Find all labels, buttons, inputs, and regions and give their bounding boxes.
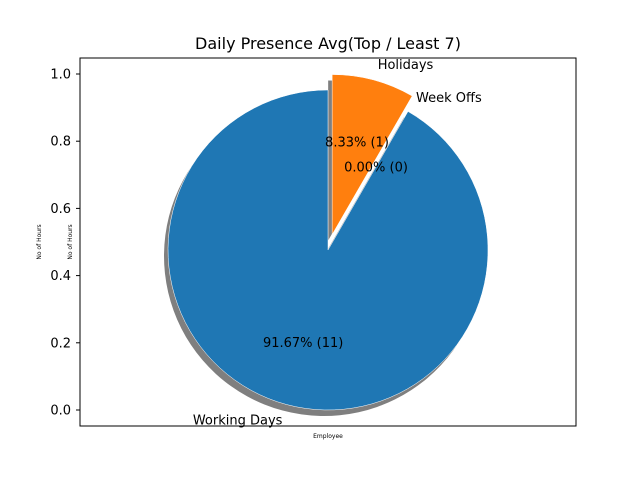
y-tick-label: 0.2 [50, 336, 71, 351]
plot-frame [79, 57, 577, 427]
y-tick-label: 0.6 [50, 202, 71, 217]
pie-category-label: Holidays [378, 58, 434, 73]
pie-slice-working-days [167, 89, 489, 411]
chart-title: Daily Presence Avg(Top / Least 7) [195, 34, 461, 53]
x-axis-label: Employee [313, 433, 343, 440]
y-tick-label: 0.4 [50, 269, 71, 284]
y-tick-label: 0.8 [50, 135, 71, 150]
pie-category-label: Week Offs [416, 91, 482, 106]
pie-percent-label: 91.67% (11) [263, 336, 343, 351]
y-tick-label: 0.0 [50, 404, 71, 419]
pie-slice-holidays [331, 74, 413, 236]
y-tick-label: 1.0 [50, 68, 71, 83]
pie-percent-label: 8.33% (1) [325, 135, 389, 150]
pie-percent-label: 0.00% (0) [344, 160, 408, 175]
y-axis-label: No of Hours [36, 224, 43, 259]
y-axis-label-secondary: No of Hours [67, 224, 74, 259]
pie-labels: Working Days 91.67% (11) Week Offs 0.00% (0… [193, 58, 482, 428]
y-ticks: 0.0 0.2 0.4 0.6 0.8 1.0 [50, 68, 80, 419]
pie-category-label: Working Days [193, 414, 283, 429]
pie-wedges [167, 74, 489, 411]
